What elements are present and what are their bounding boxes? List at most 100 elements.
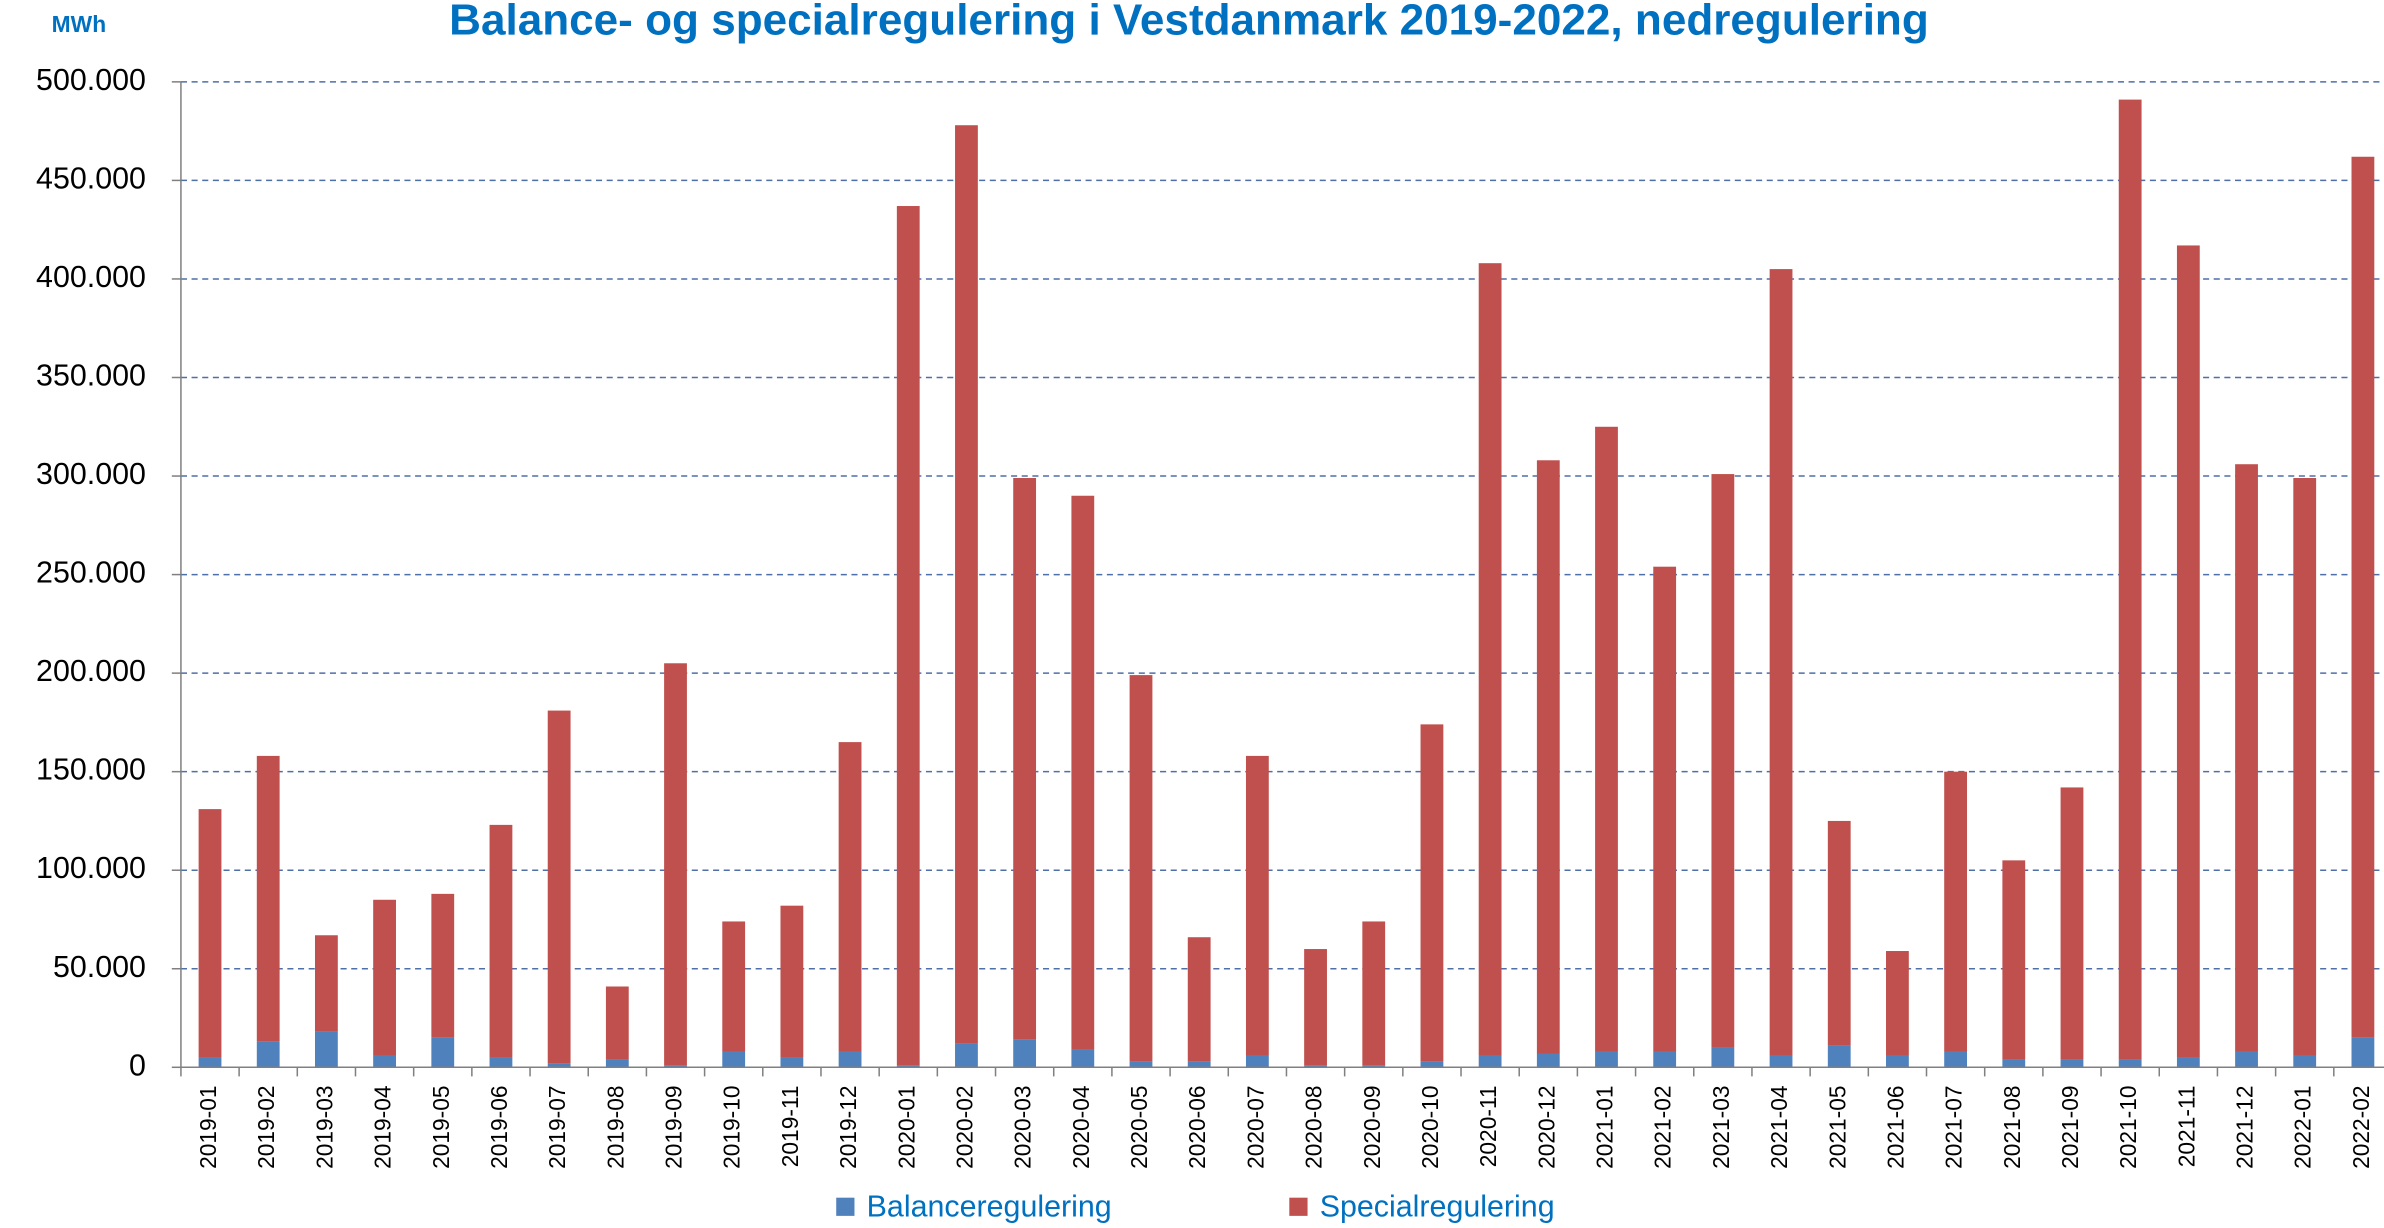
bar-segment [1362,921,1386,1066]
bar-segment [1536,460,1560,1054]
y-tick-label: 350.000 [36,360,146,393]
bar-segment [373,1055,396,1068]
bar-segment [1944,771,1968,1052]
x-tick-label: 2021-07 [1941,1085,1967,1168]
bar-segment [2176,1057,2200,1068]
bar-segment [605,1059,629,1068]
bar-segment [1827,820,1851,1046]
bar-segment [1013,478,1037,1040]
y-tick-label: 300.000 [36,458,146,491]
bar-segment [838,1051,862,1068]
chart-title: Balance- og specialregulering i Vestdanm… [449,0,1929,44]
x-tick-label: 2022-01 [2290,1085,2316,1168]
bar-segment [1886,951,1909,1056]
y-tick-label: 0 [129,1049,146,1082]
bar-segment [489,1057,513,1068]
bar-segment [1245,755,1269,1056]
bar-segment [2060,1059,2084,1068]
bar-segment [1886,1055,1909,1068]
bar-segment [1595,1051,1618,1068]
x-tick-label: 2019-04 [370,1085,396,1168]
y-tick-label: 200.000 [36,655,146,688]
bar-segment [1129,675,1153,1062]
bar-segment [896,206,920,1066]
bar-segment [955,125,978,1044]
bar-segment [2002,860,2026,1060]
bar-segment [1362,1065,1386,1068]
bar-segment [256,755,280,1042]
bar-segment [1245,1055,1269,1068]
bar-segment [1187,937,1211,1062]
x-tick-label: 2020-01 [893,1085,919,1168]
x-tick-label: 2020-03 [1010,1085,1036,1168]
bar-segment [1653,1051,1677,1068]
x-tick-label: 2019-06 [486,1085,512,1168]
bar-segment [838,742,862,1052]
bar-segment [780,1057,804,1068]
bar-segment [1304,1065,1327,1068]
x-tick-label: 2021-11 [2173,1085,2199,1167]
bar-segment [1944,1051,1968,1068]
x-tick-label: 2021-03 [1708,1085,1734,1168]
bar-segment [722,1051,746,1068]
bar-segment [1769,269,1793,1056]
legend-label: Balanceregulering [867,1190,1112,1223]
bar-segment [1129,1061,1153,1068]
x-tick-label: 2019-05 [428,1085,454,1168]
y-tick-label: 450.000 [36,162,146,195]
bar-segment [1420,1061,1444,1068]
bar-segment [1071,1049,1095,1068]
y-tick-label: 500.000 [36,64,146,97]
bar-segment [2176,245,2200,1058]
bar-segment [1711,1047,1735,1068]
bar-segment [314,1031,338,1068]
y-tick-label: 250.000 [36,557,146,590]
x-tick-label: 2019-02 [253,1085,279,1168]
x-tick-label: 2021-04 [1766,1085,1792,1168]
x-tick-label: 2019-12 [835,1085,861,1168]
x-tick-label: 2020-07 [1242,1085,1268,1168]
x-tick-label: 2021-05 [1824,1085,1850,1168]
x-tick-label: 2020-12 [1533,1085,1559,1168]
x-tick-label: 2019-03 [311,1085,337,1168]
x-tick-label: 2021-02 [1650,1085,1676,1168]
bar-segment [722,921,746,1052]
bar-segment [2118,99,2142,1060]
bar-segment [1420,724,1444,1062]
x-tick-label: 2020-09 [1359,1085,1385,1168]
bar-segment [780,905,804,1058]
x-tick-label: 2019-10 [719,1085,745,1168]
bar-segment [1187,1061,1211,1068]
x-tick-label: 2020-04 [1068,1085,1094,1168]
bar-segment [198,1057,222,1068]
bar-segment [198,809,222,1058]
bar-segment [1595,426,1618,1052]
bar-segment [664,1065,687,1068]
bar-segment [2351,1037,2375,1068]
y-tick-label: 50.000 [53,951,146,984]
bar-segment [2060,787,2084,1060]
x-tick-label: 2022-02 [2348,1085,2374,1168]
x-tick-label: 2020-10 [1417,1085,1443,1168]
legend-swatch [1289,1197,1308,1216]
x-tick-label: 2021-08 [1999,1085,2025,1168]
x-tick-label: 2019-01 [195,1085,221,1168]
bar-segment [2293,478,2317,1056]
bar-segment [547,1063,571,1068]
bar-segment [1653,566,1677,1052]
bar-segment [1478,1055,1502,1068]
legend-swatch [836,1197,855,1216]
bar-segment [489,824,513,1058]
bar-segment [373,899,396,1056]
bar-segment [256,1041,280,1068]
bar-segment [2118,1059,2142,1068]
x-tick-label: 2019-11 [777,1085,803,1167]
bar-segment [664,663,687,1066]
bar-segment [547,710,571,1064]
x-tick-label: 2020-05 [1126,1085,1152,1168]
bar-segment [2293,1055,2317,1068]
bar-segment [1769,1055,1793,1068]
bar-segment [2351,156,2375,1038]
x-tick-label: 2020-06 [1184,1085,1210,1168]
